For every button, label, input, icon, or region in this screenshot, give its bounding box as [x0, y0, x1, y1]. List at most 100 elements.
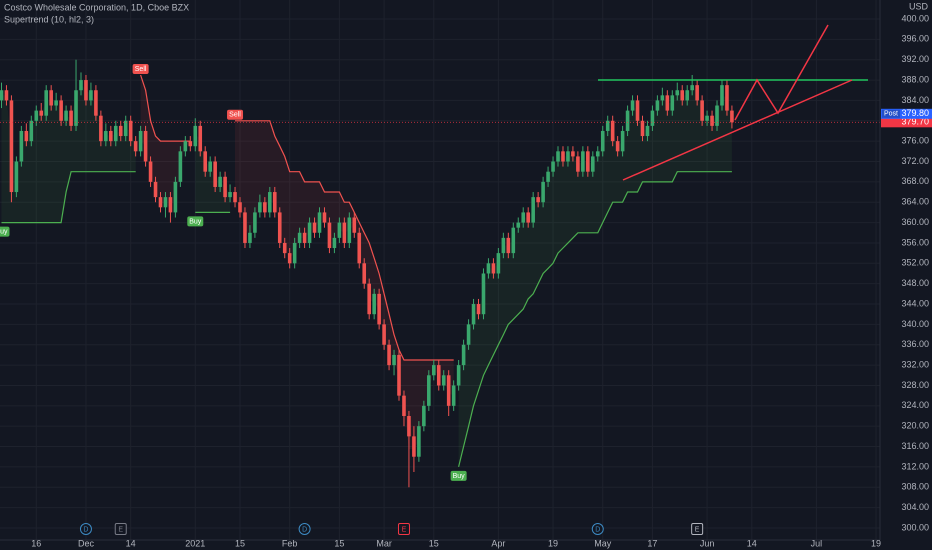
y-tick-label: 348.00 — [901, 278, 929, 288]
x-tick-label: Jul — [811, 538, 823, 548]
candle-body — [248, 232, 252, 243]
supertrend-fill — [195, 134, 231, 213]
candle-body — [34, 110, 39, 121]
event-label: D — [83, 526, 88, 533]
signal-tag — [227, 109, 244, 120]
currency: USD — [909, 1, 929, 11]
y-tick-label: 304.00 — [901, 502, 929, 512]
candle-body — [0, 90, 4, 101]
y-tick-label: 388.00 — [901, 74, 929, 84]
candle-body — [94, 90, 98, 116]
signal-tag — [187, 216, 204, 227]
candle-body — [471, 304, 476, 325]
candle-body — [576, 156, 580, 172]
candle-body — [685, 90, 690, 101]
candle-body — [566, 151, 570, 162]
candle-body — [372, 293, 376, 315]
y-tick-label: 336.00 — [901, 339, 929, 349]
y-tick-label: 308.00 — [901, 482, 929, 492]
candle-body — [138, 130, 143, 152]
candle-body — [705, 115, 709, 121]
candle-body — [54, 100, 58, 106]
candle-body — [74, 90, 78, 126]
y-tick-label: 356.00 — [901, 237, 929, 247]
candle-body — [109, 130, 113, 142]
candle-body — [59, 100, 63, 121]
signal-label: Buy — [189, 218, 202, 225]
x-tick-label: 14 — [747, 538, 757, 548]
axes: 300.00 304.00 308.00 312.00 316.00 320.00 324.… — [31, 13, 929, 548]
post-name-box — [882, 109, 900, 118]
candle-body — [9, 100, 14, 193]
candle-body — [272, 192, 277, 213]
candle-body — [715, 105, 719, 126]
candle-body — [665, 95, 670, 111]
candle-body — [422, 405, 426, 427]
signal-label: Buy — [453, 473, 466, 480]
x-tick-label: 17 — [647, 538, 657, 548]
y-tick-label: 364.00 — [901, 197, 929, 207]
candle-body — [332, 237, 337, 249]
candle-body — [163, 197, 168, 208]
event-marker — [79, 523, 92, 535]
post-tag — [881, 108, 932, 119]
last-price-tag — [881, 117, 932, 128]
y-tick-label: 320.00 — [901, 421, 929, 431]
candle-body — [431, 365, 436, 376]
candle-body — [526, 212, 530, 223]
candle-body — [516, 222, 521, 228]
candle-body — [630, 100, 635, 111]
drawings — [598, 24, 868, 181]
candle-body — [188, 141, 193, 147]
candle-body — [238, 202, 242, 213]
candle-body — [347, 217, 352, 243]
candle-body — [610, 120, 615, 142]
candle-body — [123, 120, 128, 137]
candle-body — [605, 120, 610, 131]
candle-body — [586, 151, 590, 172]
candle-body — [456, 365, 461, 386]
last-price-label: 379.70 — [901, 117, 929, 127]
x-tick-label: Jun — [700, 538, 715, 548]
event-label: E — [695, 526, 700, 533]
x-tick-label: Apr — [491, 538, 505, 548]
candle-body — [730, 110, 734, 123]
candle-body — [600, 130, 605, 152]
y-tick-label: 368.00 — [901, 176, 929, 186]
candle-body — [327, 222, 332, 249]
signal-label: Buy — [0, 228, 8, 235]
candle-body — [695, 85, 699, 101]
supertrend-line — [458, 171, 732, 468]
candle-body — [690, 85, 694, 91]
candle-body — [297, 232, 302, 243]
candle-body — [397, 354, 401, 396]
candle-body — [183, 141, 188, 152]
event-label: D — [302, 526, 307, 533]
candle-body — [362, 263, 367, 284]
y-tick-label: 372.00 — [901, 156, 929, 166]
supertrend-fill — [1, 83, 136, 223]
candle-body — [253, 212, 257, 233]
candle-body — [258, 202, 262, 213]
candle-body — [213, 161, 217, 187]
candle-body — [561, 151, 565, 162]
event-marker — [114, 523, 127, 535]
y-tick-label: 312.00 — [901, 461, 929, 471]
candle-body — [675, 90, 680, 96]
candle-body — [387, 344, 391, 366]
candle-body — [670, 95, 675, 111]
candle-body — [720, 85, 724, 106]
candle-body — [158, 197, 163, 208]
candle-body — [282, 242, 287, 254]
candle-body — [44, 90, 49, 116]
post-price-label: 379.80 — [901, 108, 929, 118]
event-marker — [591, 523, 604, 535]
candle-body — [476, 304, 481, 315]
x-tick-label: 2021 — [185, 538, 205, 548]
event-label: E — [118, 526, 123, 533]
candle-body — [491, 263, 496, 274]
candle-body — [655, 100, 660, 111]
candle-body — [436, 365, 441, 386]
candle-body — [302, 232, 307, 243]
